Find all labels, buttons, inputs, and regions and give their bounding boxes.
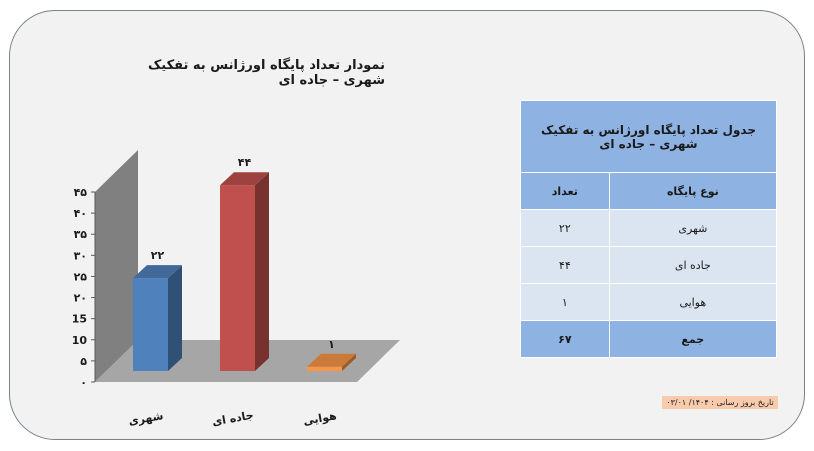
header-count: تعداد (520, 172, 610, 210)
total-count: ۶۷ (520, 320, 610, 358)
row-count: ۲۲ (520, 209, 610, 247)
bar-top (307, 353, 356, 367)
y-tick-label: 15 (72, 313, 87, 326)
table-caption: جدول تعداد پایگاه اورژانس به تفکیک شهری … (520, 100, 777, 173)
bar-chart: ۰ ۵ 10 15 ۲۰ ۲۵ ۳۰ ۳۵ ۴۰ ۴۵ ۲۲ ۴۴ ۱ شهری جاده ای هوای… (72, 150, 400, 429)
y-tick-label: ۲۰ (74, 292, 87, 305)
data-labels: ۲۲ ۴۴ ۱ (151, 156, 335, 351)
table-row: هوایی ۱ (520, 283, 778, 321)
x-category-label: شهری (128, 409, 165, 428)
bar-top (133, 265, 182, 279)
back-wall (95, 150, 138, 382)
x-axis-labels: شهری جاده ای هوایی (128, 409, 338, 429)
bar-front (133, 278, 168, 371)
row-type: جاده ای (608, 246, 778, 284)
table-row: شهری ۲۲ (520, 209, 778, 247)
bar-side (168, 265, 182, 371)
table-row: جاده ای ۴۴ (520, 246, 778, 284)
y-tick-label: ۳۵ (74, 228, 88, 241)
y-tick-label: 10 (72, 334, 88, 347)
data-label: ۴۴ (238, 156, 252, 169)
table-total-row: جمع ۶۷ (520, 320, 778, 358)
row-count: ۴۴ (520, 246, 610, 284)
y-tick-label: ۰ (80, 376, 87, 389)
x-category-label: هوایی (302, 409, 337, 428)
bar-top (220, 172, 269, 186)
y-tick-label: ۵ (80, 355, 87, 368)
y-tick-label: ۴۵ (74, 186, 88, 199)
bar-front (220, 185, 255, 371)
summary-table: جدول تعداد پایگاه اورژانس به تفکیک شهری … (520, 100, 778, 358)
y-tick-label: ۴۰ (74, 207, 87, 220)
data-label: ۱ (328, 338, 335, 351)
bars (133, 172, 356, 371)
chart-title: نمودار تعداد پایگاه اورژانس به تفکیک شهر… (147, 58, 385, 88)
y-tick-label: ۲۵ (74, 270, 88, 283)
row-type: هوایی (608, 283, 778, 321)
header-type: نوع پایگاه (608, 172, 778, 210)
bar-front (307, 366, 342, 371)
bar-side (255, 172, 269, 371)
data-label: ۲۲ (151, 249, 165, 262)
total-label: جمع (608, 320, 778, 358)
y-tick-label: ۳۰ (74, 249, 87, 262)
y-axis-ticks: ۰ ۵ 10 15 ۲۰ ۲۵ ۳۰ ۳۵ ۴۰ ۴۵ (72, 186, 95, 389)
x-category-label: جاده ای (211, 409, 255, 429)
row-type: شهری (608, 209, 778, 247)
bar-side (342, 353, 356, 371)
update-date: تاریخ بروز رسانی : ۱۴۰۴/ ۰۳/۰۱ (662, 396, 778, 409)
row-count: ۱ (520, 283, 610, 321)
